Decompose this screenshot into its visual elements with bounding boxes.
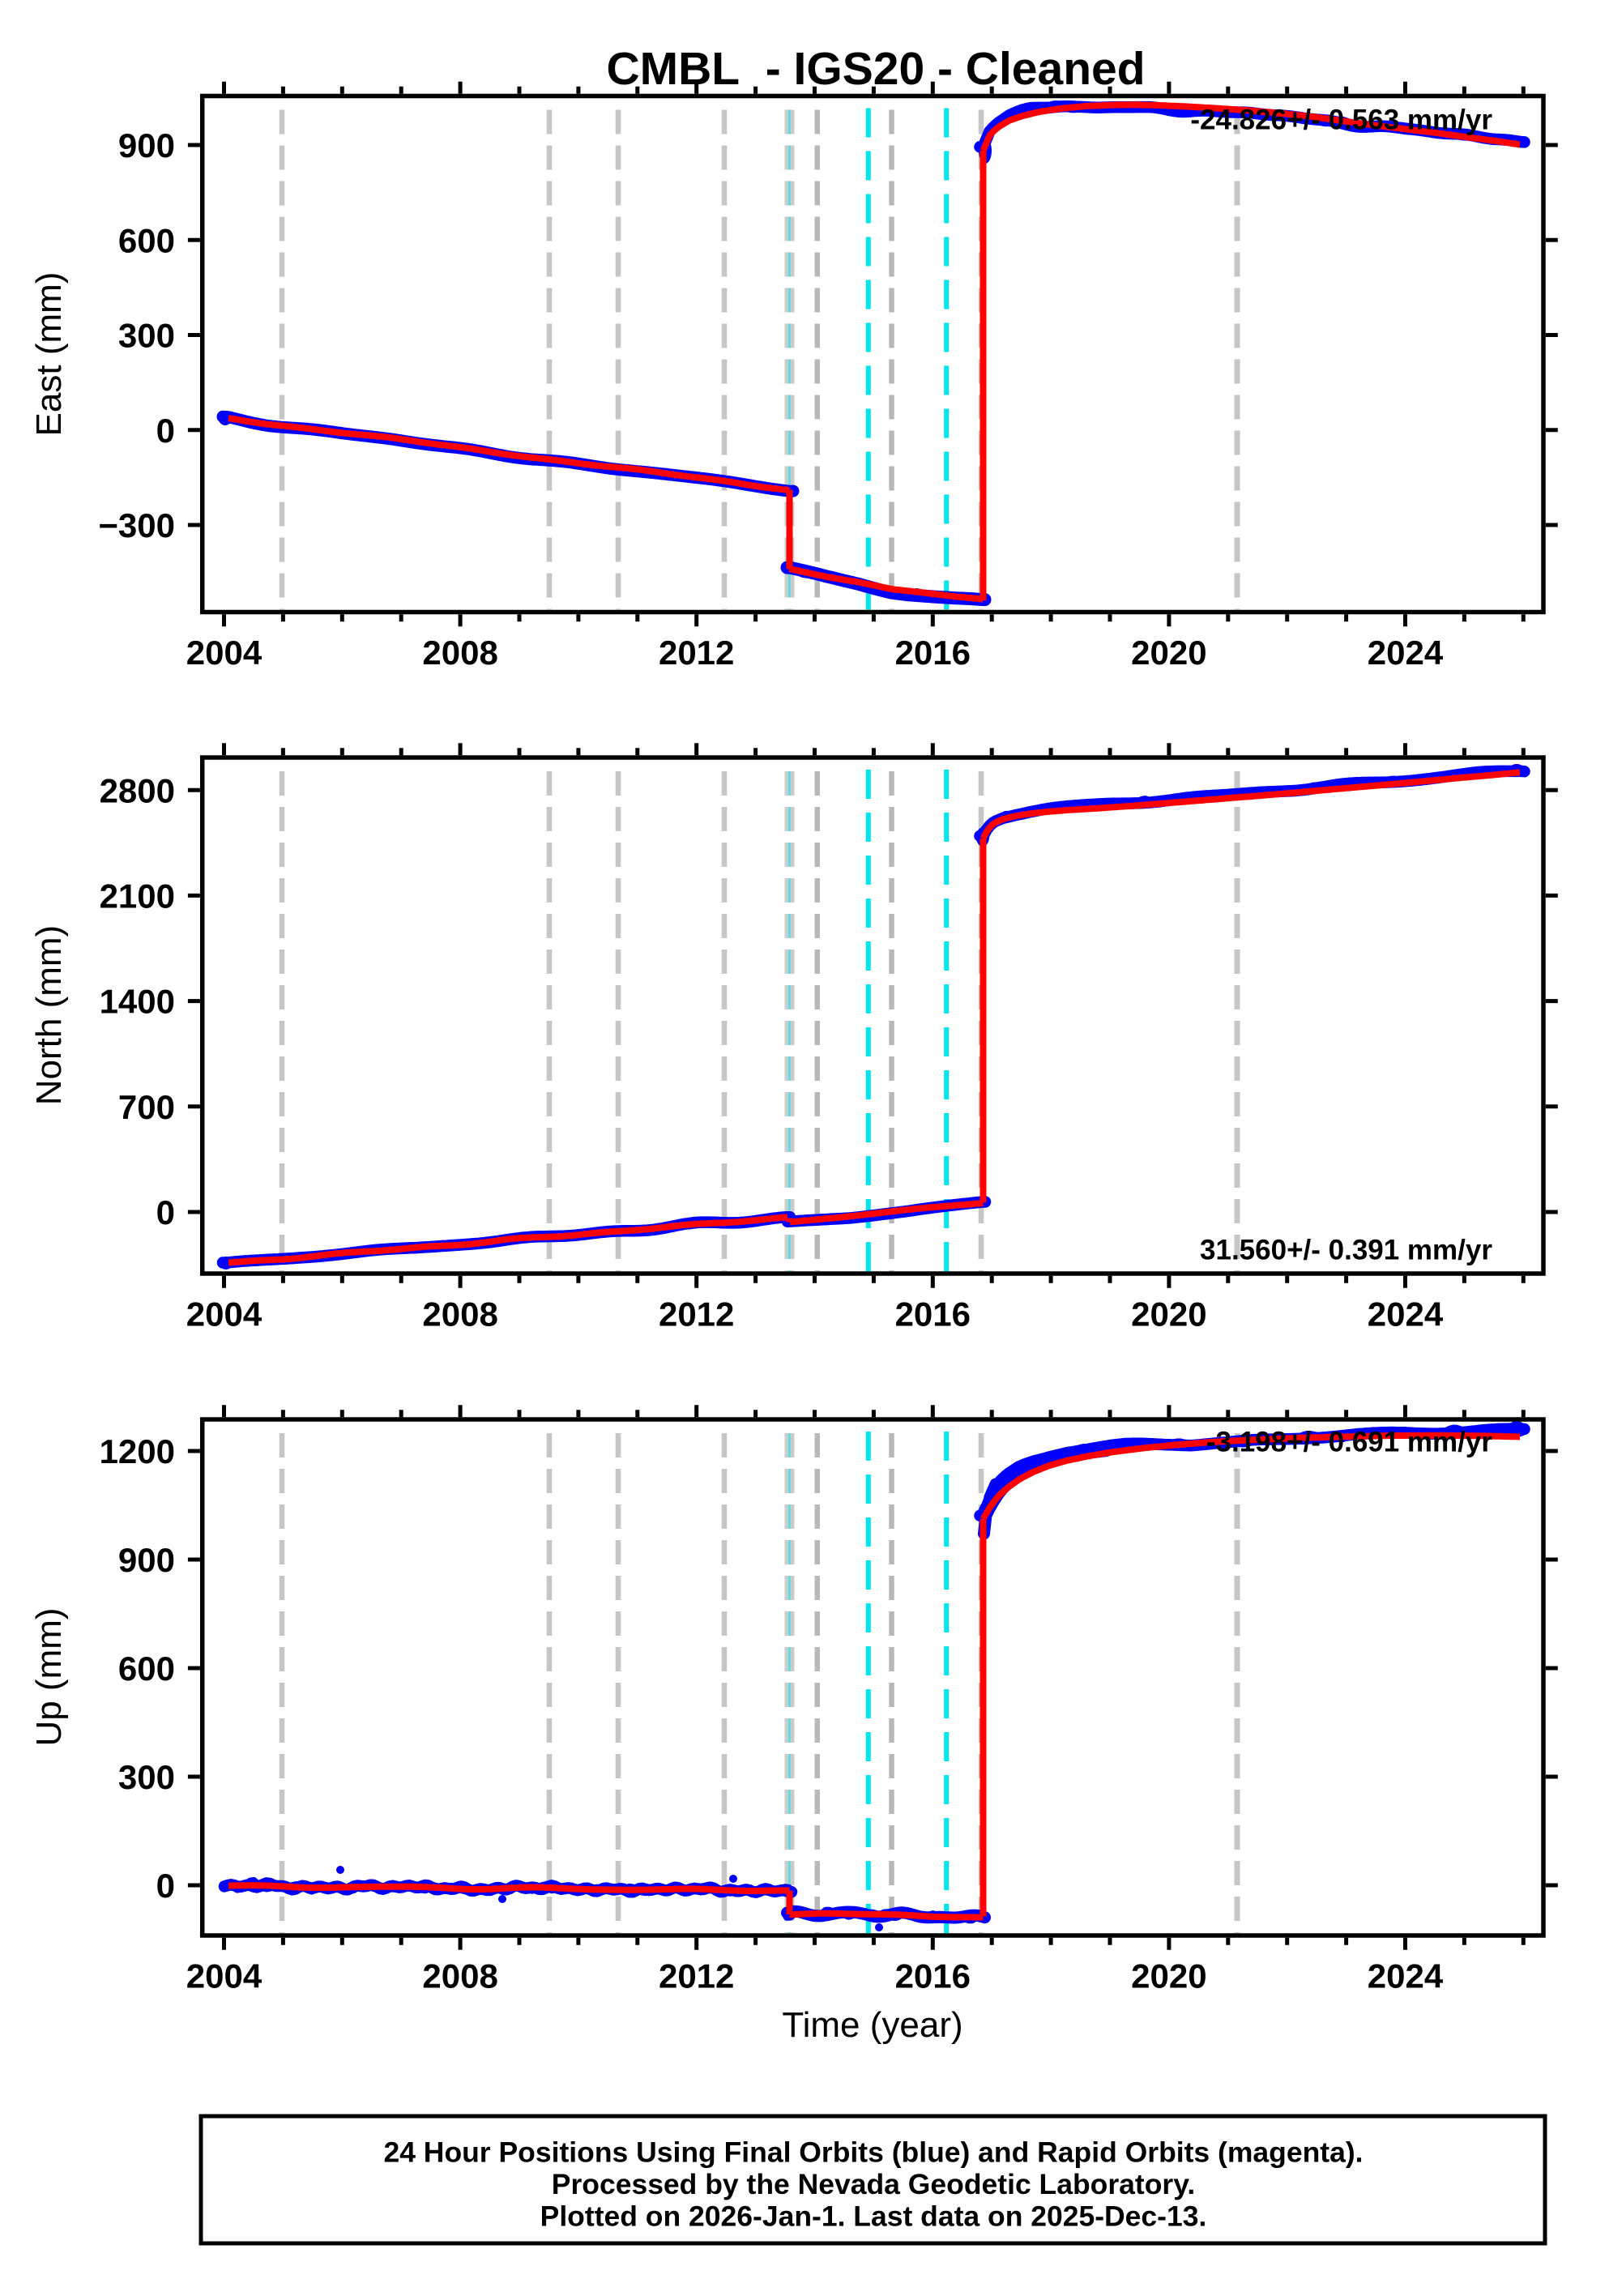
svg-text:2016: 2016: [895, 1957, 971, 1995]
svg-text:0: 0: [156, 1867, 175, 1905]
svg-text:2004: 2004: [186, 634, 262, 672]
svg-text:300: 300: [118, 317, 175, 355]
svg-text:300: 300: [118, 1758, 175, 1796]
svg-text:-24.826+/- 0.563 mm/yr: -24.826+/- 0.563 mm/yr: [1190, 105, 1492, 136]
svg-text:2004: 2004: [186, 1957, 262, 1995]
svg-text:-3.198+/- 0.691 mm/yr: -3.198+/- 0.691 mm/yr: [1206, 1427, 1493, 1458]
svg-text:2800: 2800: [100, 771, 175, 809]
svg-text:−300: −300: [98, 506, 175, 544]
svg-text:0: 0: [156, 412, 175, 450]
svg-text:2024: 2024: [1368, 1295, 1444, 1333]
svg-text:900: 900: [118, 126, 175, 164]
svg-text:East (mm): East (mm): [29, 272, 69, 437]
svg-text:2100: 2100: [100, 877, 175, 915]
svg-text:2008: 2008: [422, 1957, 497, 1995]
svg-text:700: 700: [118, 1088, 175, 1126]
svg-text:Time (year): Time (year): [782, 2005, 962, 2045]
svg-text:CMBL - IGS20 - Cleaned: CMBL - IGS20 - Cleaned: [606, 43, 1145, 95]
svg-text:600: 600: [118, 1649, 175, 1688]
svg-text:2020: 2020: [1131, 1295, 1206, 1333]
svg-text:Plotted on 2026-Jan-1. Last da: Plotted on 2026-Jan-1. Last data on 2025…: [540, 2200, 1207, 2232]
svg-text:2024: 2024: [1368, 634, 1444, 672]
svg-text:2008: 2008: [422, 1295, 497, 1333]
svg-text:Processed by the Nevada Geodet: Processed by the Nevada Geodetic Laborat…: [552, 2168, 1195, 2200]
svg-text:2020: 2020: [1131, 634, 1206, 672]
svg-text:2020: 2020: [1131, 1957, 1206, 1995]
svg-text:2012: 2012: [659, 1957, 734, 1995]
svg-text:1400: 1400: [100, 983, 175, 1021]
svg-text:1200: 1200: [100, 1432, 175, 1470]
svg-text:2016: 2016: [895, 1295, 971, 1333]
svg-text:600: 600: [118, 221, 175, 259]
svg-text:2008: 2008: [422, 634, 497, 672]
svg-text:2016: 2016: [895, 634, 971, 672]
svg-text:24 Hour Positions Using Final: 24 Hour Positions Using Final Orbits (bl…: [383, 2136, 1363, 2168]
svg-text:900: 900: [118, 1541, 175, 1579]
svg-text:Up (mm): Up (mm): [29, 1607, 69, 1746]
svg-text:2012: 2012: [659, 1295, 734, 1333]
svg-text:2024: 2024: [1368, 1957, 1444, 1995]
svg-text:0: 0: [156, 1193, 175, 1231]
svg-text:31.560+/- 0.391 mm/yr: 31.560+/- 0.391 mm/yr: [1200, 1235, 1492, 1266]
svg-text:2012: 2012: [659, 634, 734, 672]
svg-text:2004: 2004: [186, 1295, 262, 1333]
svg-text:North (mm): North (mm): [29, 925, 69, 1105]
